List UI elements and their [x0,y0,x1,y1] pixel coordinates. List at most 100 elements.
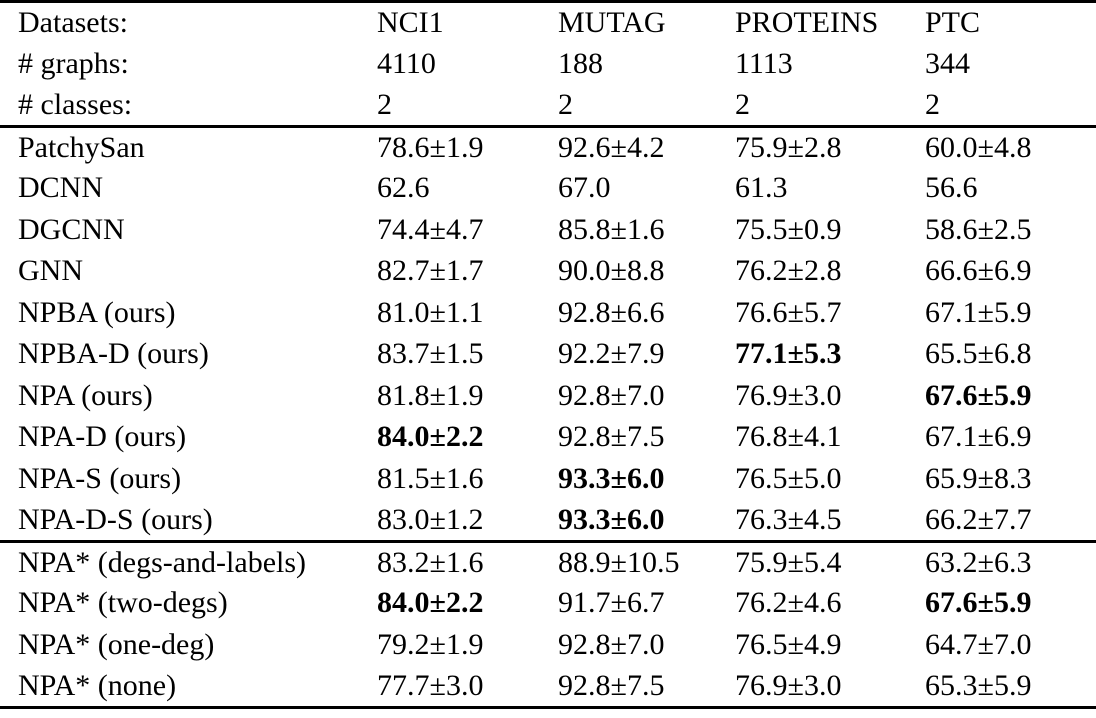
result-cell: 76.9±3.0 [735,378,842,412]
result-cell: 65.3±5.9 [925,665,1096,709]
header-row-label: # classes: [18,87,133,121]
result-cell: 65.5±6.8 [925,337,1032,371]
result-cell: 77.7±3.0 [377,665,558,709]
result-cell: 92.8±7.5 [558,420,665,454]
header-value-cell: 1113 [735,46,793,80]
table-row: NPA* (degs-and-labels) 83.2±1.6 88.9±10.5 7… [0,539,1096,583]
result-cell: 64.7±7.0 [925,627,1032,661]
header-value-cell: 2 [925,87,940,121]
header-row: # classes: 2 2 2 2 [0,85,1096,127]
result-cell: 61.3 [735,171,788,205]
result-cell: 63.2±6.3 [925,539,1096,583]
table-row: GNN 82.7±1.7 90.0±8.8 76.2±2.8 66.6±6.9 [0,251,1096,293]
result-cell: 58.6±2.5 [925,212,1032,246]
result-cell: 84.0±2.2 [377,420,484,454]
result-cell: 77.1±5.3 [735,337,842,371]
result-cell: 76.5±5.0 [735,461,842,495]
result-cell: 75.9±2.8 [735,124,925,168]
method-name-cell: NPA (ours) [18,378,153,412]
result-cell: 67.6±5.9 [925,586,1032,620]
result-cell: 83.0±1.2 [377,502,484,536]
table-row: NPA* (one-deg) 79.2±1.9 92.8±7.0 76.5±4.9 64… [0,624,1096,666]
result-cell: 67.0 [558,171,611,205]
header-value-cell: 2 [558,87,573,121]
header-value-cell: 4110 [377,46,436,80]
method-name-cell: GNN [18,254,83,288]
table-row: NPA-D (ours) 84.0±2.2 92.8±7.5 76.8±4.1 67.1… [0,417,1096,459]
result-cell: 66.6±6.9 [925,254,1032,288]
result-cell: 79.2±1.9 [377,627,484,661]
result-cell: 76.9±3.0 [735,665,925,709]
method-name-cell: NPBA (ours) [18,295,176,329]
result-cell: 92.2±7.9 [558,337,665,371]
table-row: NPA-S (ours) 81.5±1.6 93.3±6.0 76.5±5.0 65.9… [0,458,1096,500]
header-value-cell: 2 [377,87,392,121]
table-row: PatchySan 78.6±1.9 92.6±4.2 75.9±2.8 60.0±4.… [0,124,1096,168]
method-name-cell: NPBA-D (ours) [18,337,209,371]
header-row: Datasets: NCI1 MUTAG PROTEINS PTC [0,0,1096,43]
result-cell: 76.6±5.7 [735,295,842,329]
method-name-cell: PatchySan [0,124,377,168]
method-name-cell: NPA* (degs-and-labels) [0,539,377,583]
table-row: DGCNN 74.4±4.7 85.8±1.6 75.5±0.9 58.6±2.5 [0,209,1096,251]
header-value-cell: 344 [925,46,970,80]
result-cell: 92.8±7.0 [558,378,665,412]
method-name-cell: NPA* (two-degs) [18,586,228,620]
result-cell: 76.2±2.8 [735,254,842,288]
result-cell: 67.6±5.9 [925,378,1032,412]
result-cell: 67.1±5.9 [925,295,1032,329]
result-cell: 93.3±6.0 [558,461,665,495]
table-row: NPA* (two-degs) 84.0±2.2 91.7±6.7 76.2±4.6 6… [0,583,1096,625]
result-cell: 76.3±4.5 [735,502,842,536]
header-value-cell: 188 [558,46,603,80]
table-row: NPBA (ours) 81.0±1.1 92.8±6.6 76.6±5.7 67.1±… [0,292,1096,334]
result-cell: 65.9±8.3 [925,461,1032,495]
result-cell: 75.9±5.4 [735,539,925,583]
method-name-cell: DCNN [18,171,104,205]
header-value-cell: MUTAG [558,0,735,43]
method-name-cell: NPA-D (ours) [18,420,187,454]
result-cell: 75.5±0.9 [735,212,842,246]
result-cell: 67.1±6.9 [925,420,1032,454]
table-row: NPA-D-S (ours) 83.0±1.2 93.3±6.0 76.3±4.5 66… [0,500,1096,542]
header-row-label: Datasets: [0,0,377,43]
result-cell: 60.0±4.8 [925,124,1096,168]
result-cell: 78.6±1.9 [377,124,558,168]
method-name-cell: NPA-D-S (ours) [18,502,213,536]
result-cell: 93.3±6.0 [558,502,665,536]
result-cell: 92.8±7.5 [558,665,735,709]
table-row: NPBA-D (ours) 83.7±1.5 92.2±7.9 77.1±5.3 65.… [0,334,1096,376]
result-cell: 84.0±2.2 [377,586,484,620]
header-row: # graphs: 4110 188 1113 344 [0,43,1096,85]
result-cell: 83.2±1.6 [377,539,558,583]
result-cell: 81.8±1.9 [377,378,484,412]
result-cell: 62.6 [377,171,430,205]
method-name-cell: NPA* (none) [0,665,377,709]
method-name-cell: NPA-S (ours) [18,461,182,495]
method-name-cell: DGCNN [18,212,125,246]
result-cell: 92.8±6.6 [558,295,665,329]
header-row-label: # graphs: [18,46,129,80]
result-cell: 92.8±7.0 [558,627,665,661]
result-cell: 83.7±1.5 [377,337,484,371]
result-cell: 76.2±4.6 [735,586,842,620]
result-cell: 66.2±7.7 [925,502,1032,536]
result-cell: 92.6±4.2 [558,124,735,168]
table-row: NPA* (none) 77.7±3.0 92.8±7.5 76.9±3.0 65.3±… [0,665,1096,709]
result-cell: 76.8±4.1 [735,420,842,454]
table-row: NPA (ours) 81.8±1.9 92.8±7.0 76.9±3.0 67.6±5… [0,375,1096,417]
result-cell: 81.5±1.6 [377,461,484,495]
result-cell: 56.6 [925,171,978,205]
result-cell: 76.5±4.9 [735,627,842,661]
header-value-cell: PTC [925,0,1096,43]
header-value-cell: 2 [735,87,750,121]
result-cell: 85.8±1.6 [558,212,665,246]
method-name-cell: NPA* (one-deg) [18,627,215,661]
header-value-cell: NCI1 [377,0,558,43]
result-cell: 90.0±8.8 [558,254,665,288]
result-cell: 81.0±1.1 [377,295,484,329]
header-value-cell: PROTEINS [735,0,925,43]
